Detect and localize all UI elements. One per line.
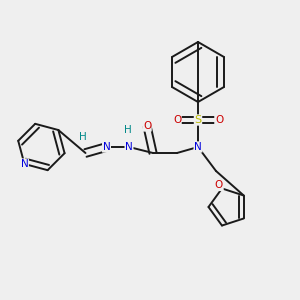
Text: N: N [103,142,110,152]
Text: O: O [215,181,223,190]
Text: O: O [173,115,181,125]
Text: S: S [194,115,202,125]
Text: O: O [143,121,151,131]
Text: N: N [21,159,28,169]
Text: O: O [215,115,223,125]
Text: H: H [79,131,86,142]
Text: H: H [124,125,131,136]
Text: N: N [194,142,202,152]
Text: N: N [125,142,133,152]
